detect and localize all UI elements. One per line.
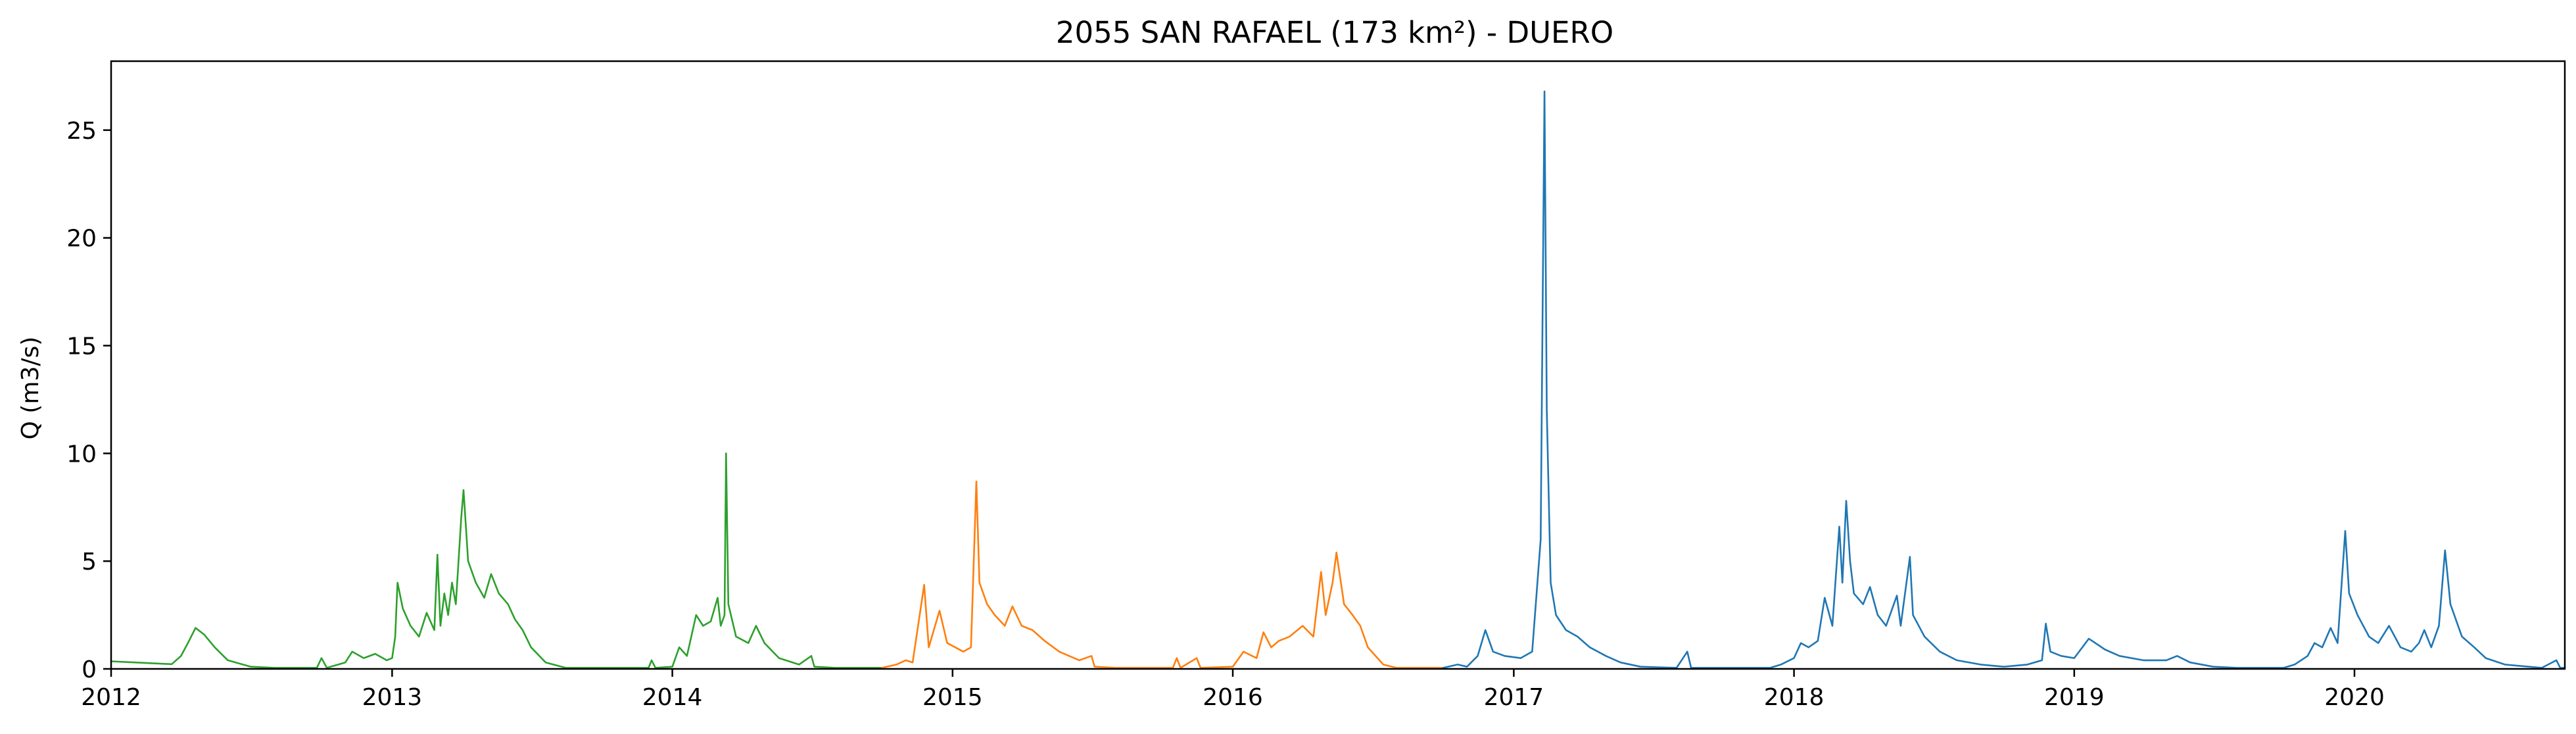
x-tick-label: 2019 [2044,684,2105,711]
y-tick-label: 5 [82,549,97,575]
y-tick-label: 15 [66,333,97,360]
x-tick-label: 2012 [81,684,141,711]
series-line-2 [881,480,1444,669]
y-tick-label: 0 [82,656,97,683]
x-tick-label: 2013 [362,684,423,711]
y-tick-label: 25 [66,118,97,145]
y-axis-label: Q (m3/s) [17,337,44,440]
x-tick-label: 2020 [2324,684,2385,711]
x-tick-label: 2018 [1764,684,1825,711]
plot-frame [110,60,2566,670]
series-line-3 [1442,90,2566,669]
y-tick-label: 20 [66,226,97,253]
x-tick-label: 2014 [642,684,703,711]
x-tick-label: 2015 [922,684,983,711]
chart-title: 2055 SAN RAFAEL (173 km²) - DUERO [1056,15,1613,50]
x-tick-label: 2017 [1484,684,1544,711]
x-axis-ticks: 2012 2013 2014 2015 2016 2017 2018 2019 2020 [81,669,2385,711]
series-line-1 [110,453,883,669]
plot-series [110,90,2566,669]
y-axis-ticks: 0 5 10 15 20 25 [66,118,111,683]
y-tick-label: 10 [66,441,97,468]
x-tick-label: 2016 [1203,684,1263,711]
